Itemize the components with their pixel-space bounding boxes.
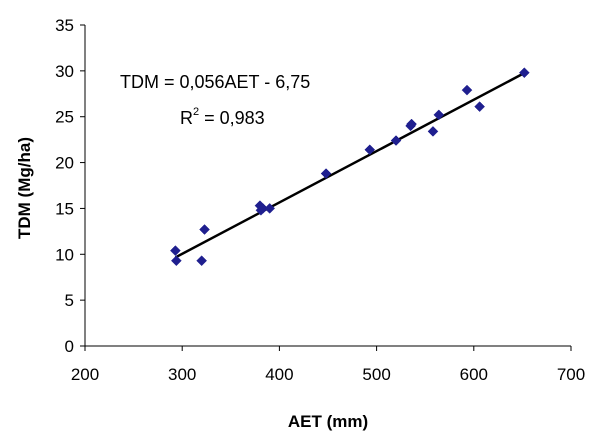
regression-equation: TDM = 0,056AET - 6,75 — [120, 72, 310, 92]
data-point — [264, 203, 276, 214]
data-point — [474, 101, 485, 112]
data-point — [199, 224, 210, 235]
axes: 0 5 10 15 20 25 30 35 200 300 400 500 600 700 — [55, 16, 585, 384]
data-point — [461, 84, 473, 96]
r-squared-prefix: R — [180, 108, 193, 128]
x-tick-label: 500 — [362, 365, 390, 384]
data-point — [406, 118, 417, 130]
data-point — [170, 245, 181, 256]
r-squared-superscript: 2 — [193, 106, 199, 118]
x-tick-label: 400 — [265, 365, 293, 384]
y-tick-label: 10 — [55, 245, 74, 264]
x-tick-label: 700 — [557, 365, 585, 384]
r-squared-value: = 0,983 — [199, 108, 265, 128]
trendline — [174, 71, 525, 259]
x-tick-label: 300 — [168, 365, 196, 384]
y-tick-label: 25 — [55, 108, 74, 127]
data-points — [170, 67, 530, 267]
data-point — [320, 168, 332, 179]
data-point — [196, 255, 207, 267]
data-point — [518, 67, 530, 79]
data-point — [433, 109, 445, 121]
trendline-layer — [174, 71, 525, 259]
x-tick-label: 200 — [71, 365, 99, 384]
y-tick-label: 20 — [55, 154, 74, 173]
data-point — [171, 255, 182, 267]
x-tick-label: 600 — [460, 365, 488, 384]
y-tick-label: 0 — [65, 337, 74, 356]
y-axis-title: TDM (Mg/ha) — [15, 137, 34, 239]
r-squared-label: R2 = 0,983 — [180, 106, 265, 128]
data-point — [364, 144, 376, 156]
y-tick-label: 5 — [65, 291, 74, 310]
y-tick-label: 30 — [55, 62, 74, 81]
y-tick-label: 15 — [55, 199, 74, 218]
data-point — [390, 135, 402, 146]
y-tick-label: 35 — [55, 16, 74, 35]
x-axis-title: AET (mm) — [288, 412, 368, 431]
data-point — [427, 126, 439, 137]
